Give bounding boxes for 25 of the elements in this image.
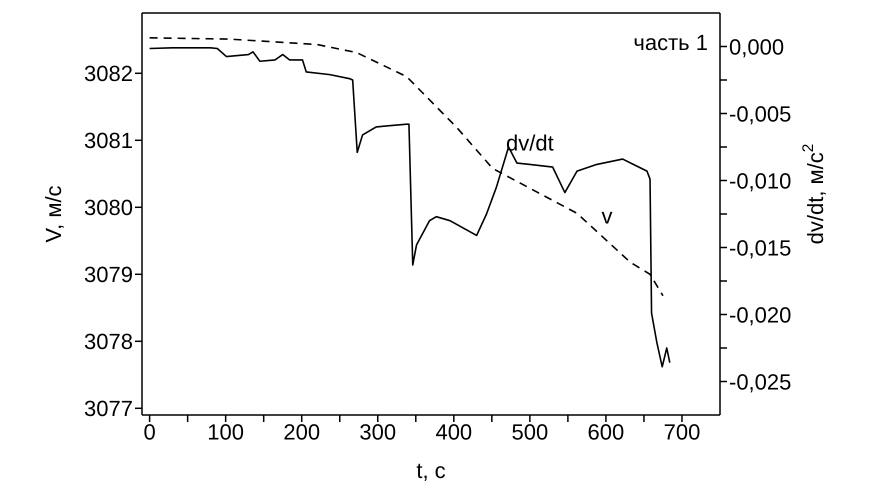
x-tick-label: 600 xyxy=(588,420,624,445)
x-tick-label: 200 xyxy=(283,420,320,445)
y2-tick-label: -0,025 xyxy=(729,369,792,394)
y-tick-label: 3082 xyxy=(84,61,133,86)
y2-tick-label: 0,000 xyxy=(729,34,784,60)
y-tick-label: 3081 xyxy=(84,128,133,154)
x-axis-title: t, с xyxy=(416,458,446,483)
series-label: v xyxy=(602,203,613,228)
x-tick-label: 0 xyxy=(143,420,156,445)
y2-tick-label: -0,020 xyxy=(729,302,792,328)
series-label: dv/dt xyxy=(506,130,554,156)
y2-tick-label: -0,010 xyxy=(729,168,792,194)
y-tick-label: 3078 xyxy=(84,329,133,354)
x-tick-label: 700 xyxy=(664,420,700,445)
y-tick-label: 3077 xyxy=(84,396,133,422)
x-tick-label: 300 xyxy=(359,420,396,445)
y-tick-label: 3079 xyxy=(84,262,133,288)
x-tick-label: 400 xyxy=(435,420,472,445)
y-tick-label: 3080 xyxy=(84,195,133,220)
y-axis-title: V, м/с xyxy=(40,185,66,243)
y2-tick-label: -0,005 xyxy=(729,101,792,126)
y2-tick-label: -0,015 xyxy=(729,235,792,260)
x-tick-label: 100 xyxy=(207,420,244,445)
x-tick-label: 500 xyxy=(512,420,548,445)
annotation: часть 1 xyxy=(633,30,708,56)
